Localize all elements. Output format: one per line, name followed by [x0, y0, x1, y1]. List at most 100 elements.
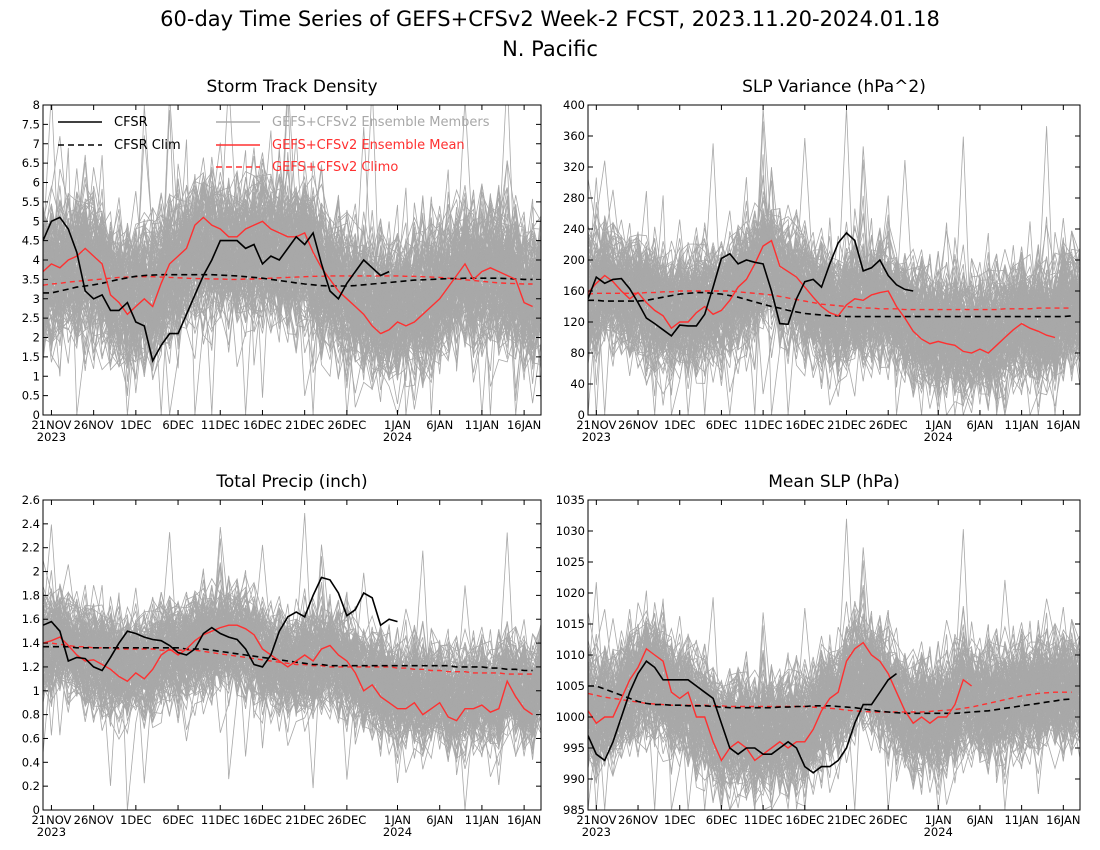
ensemble-member-line [588, 222, 1080, 383]
ensemble-member-line [588, 213, 1080, 380]
x-tick-label: 16DEC [785, 813, 824, 827]
ensemble-member-line [43, 193, 541, 349]
x-tick-label: 16JAN [507, 813, 541, 827]
x-tick-label: 6JAN [966, 813, 993, 827]
y-tick-label: 5 [33, 214, 40, 228]
y-tick-label: 1000 [556, 710, 585, 724]
y-tick-label: 1 [33, 684, 40, 698]
ensemble-member-line [43, 603, 541, 757]
cfsr-clim-line [43, 273, 533, 294]
ensemble-member-line [43, 577, 541, 731]
y-tick-label: 80 [570, 346, 585, 360]
y-tick-label: 0.8 [22, 708, 40, 722]
y-tick-label: 0.2 [22, 779, 40, 793]
ensemble-member-line [588, 625, 1080, 751]
x-tick-label: 16JAN [507, 418, 541, 432]
y-tick-label: 2 [33, 331, 40, 345]
panel-title: Total Precip (inch) [215, 472, 367, 492]
x-tick-label: 1JAN [384, 813, 411, 827]
ensemble-mean-line [43, 624, 533, 722]
x-tick-label: 11JAN [465, 813, 499, 827]
x-tick-label: 11DEC [201, 418, 240, 432]
x-tick-label: 11JAN [1004, 418, 1038, 432]
x-tick-year-label: 2023 [582, 430, 611, 444]
y-tick-label: 7.5 [22, 117, 40, 131]
legend-label: GEFS+CFSv2 Ensemble Mean [272, 138, 465, 153]
ensemble-member-line [588, 628, 1080, 810]
x-tick-label: 6DEC [162, 418, 193, 432]
x-tick-year-label: 2024 [383, 430, 412, 444]
x-tick-label: 6JAN [426, 418, 453, 432]
x-tick-year-label: 2024 [924, 430, 953, 444]
y-tick-label: 1035 [556, 493, 585, 507]
x-tick-label: 21DEC [285, 813, 324, 827]
y-tick-label: 6.5 [22, 156, 40, 170]
y-tick-label: 120 [563, 315, 585, 329]
y-tick-label: 0.6 [22, 731, 40, 745]
ensemble-member-line [588, 610, 1080, 810]
cfsr-line [588, 660, 897, 774]
x-tick-label: 21NOV [31, 418, 71, 432]
y-tick-label: 1020 [556, 586, 585, 600]
x-tick-label: 26NOV [74, 813, 114, 827]
y-tick-label: 4 [33, 253, 40, 267]
y-tick-label: 7 [33, 137, 40, 151]
x-tick-year-label: 2023 [37, 825, 66, 839]
x-tick-label: 6DEC [706, 813, 737, 827]
ensemble-member-line [43, 191, 541, 345]
ensemble-member-line [588, 615, 1080, 810]
panel-total-precip: Total Precip (inch) 0 0.2 0.4 0.6 0.8 1 1.2 1.4 1… [22, 472, 542, 839]
x-tick-label: 26NOV [74, 418, 114, 432]
x-tick-label: 1JAN [925, 813, 952, 827]
y-tick-label: 2.2 [22, 541, 40, 555]
ensemble-member-line [588, 213, 1080, 363]
x-tick-label: 21DEC [827, 418, 866, 432]
x-tick-label: 11JAN [465, 418, 499, 432]
ensemble-member-line [43, 595, 541, 750]
ensemble-member-line [43, 186, 541, 367]
ensemble-member-line [588, 159, 1080, 369]
ensemble-member-line [588, 626, 1080, 767]
series-lines [588, 641, 1072, 774]
x-tick-label: 1DEC [120, 418, 151, 432]
ensemble-members [588, 518, 1080, 810]
y-tick-label: 990 [563, 772, 585, 786]
ensemble-climo-line [588, 290, 1072, 311]
ensemble-member-line [588, 613, 1080, 760]
y-tick-label: 2.6 [22, 493, 40, 507]
y-tick-label: 1.8 [22, 588, 40, 602]
ensemble-members [43, 105, 541, 415]
ensemble-member-line [588, 214, 1080, 407]
y-tick-label: 280 [563, 191, 585, 205]
legend: CFSR CFSR Clim GEFS+CFSv2 Ensemble Members… [58, 115, 490, 175]
series-lines [588, 231, 1072, 354]
cfsr-clim-line [588, 685, 1072, 715]
ensemble-member-line [588, 222, 1080, 379]
ensemble-members [588, 107, 1080, 415]
ensemble-member-line [43, 200, 541, 404]
x-tick-label: 11DEC [201, 813, 240, 827]
y-tick-label: 2.4 [22, 517, 40, 531]
ensemble-member-line [588, 617, 1080, 790]
x-tick-year-label: 2024 [383, 825, 412, 839]
x-tick-label: 6DEC [706, 418, 737, 432]
x-tick-label: 26NOV [618, 813, 658, 827]
ensemble-member-line [588, 624, 1080, 805]
y-tick-label: 985 [563, 803, 585, 817]
ensemble-member-line [588, 159, 1080, 381]
y-tick-label: 995 [563, 741, 585, 755]
ensemble-member-line [43, 188, 541, 376]
y-tick-label: 1010 [556, 648, 585, 662]
x-tick-label: 1JAN [925, 418, 952, 432]
panel-slp-variance: SLP Variance (hPa^2) 0 40 80 120 160 200 240 280… [563, 77, 1081, 444]
x-tick-label: 16JAN [1046, 418, 1080, 432]
y-tick-label: 240 [563, 222, 585, 236]
y-tick-label: 8 [33, 98, 40, 112]
panels: Storm Track Density 0 0.5 1 1.5 2 2.5 3 3.5 4 4.5 5… [22, 77, 1081, 839]
plot-frame [42, 499, 542, 811]
legend-label: CFSR Clim [114, 138, 181, 153]
ensemble-mean-line [588, 641, 973, 762]
x-tick-year-label: 2024 [924, 825, 953, 839]
y-tick-label: 400 [563, 98, 585, 112]
